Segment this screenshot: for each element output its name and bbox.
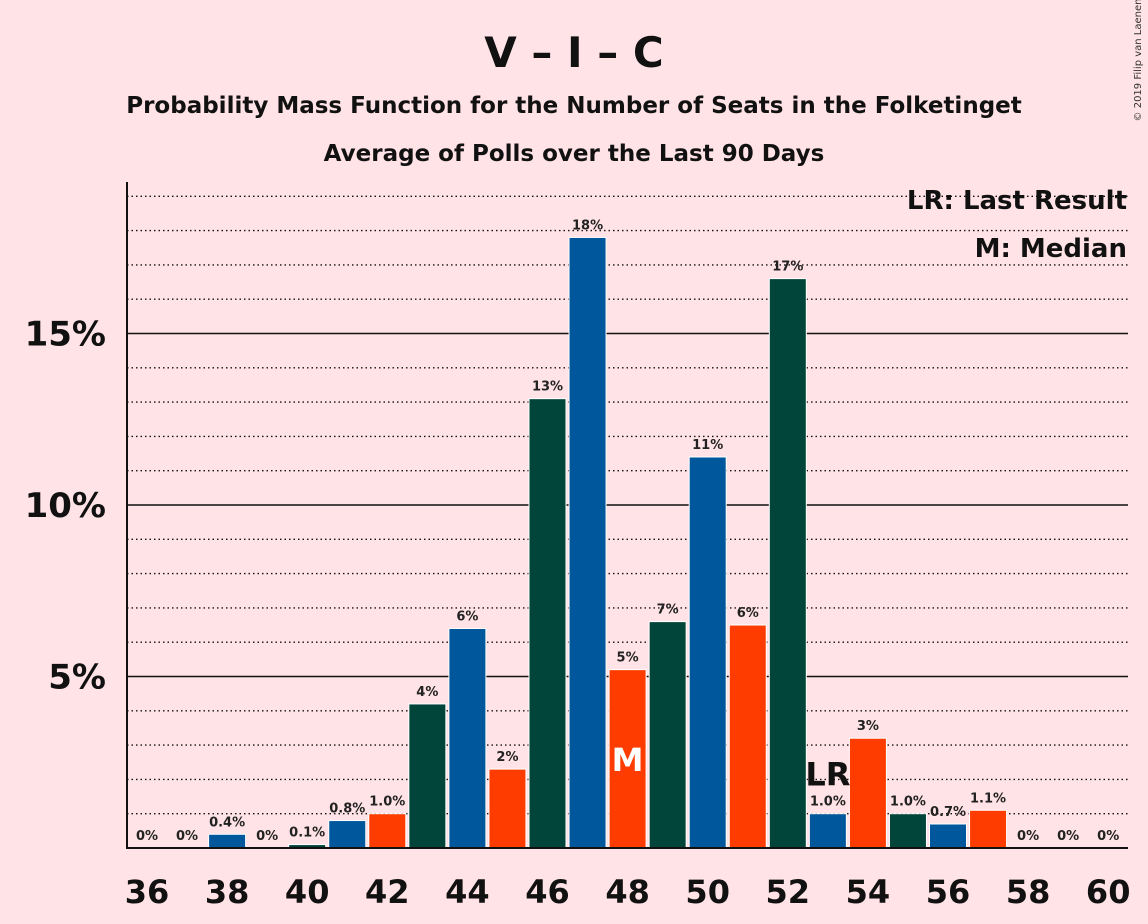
bar-value-label: 11%: [692, 438, 723, 453]
bar-value-label: 6%: [737, 606, 759, 621]
bar: [648, 621, 687, 849]
bar: [608, 669, 647, 849]
markers: M LR: [612, 741, 851, 794]
bar-value-label: 0%: [256, 829, 278, 844]
bar: [688, 456, 727, 849]
x-tick-label: 46: [525, 873, 570, 911]
bar: [848, 737, 887, 849]
bar: [568, 236, 607, 849]
y-tick-label: 15%: [25, 315, 106, 355]
bar: [768, 278, 807, 849]
bars: [208, 236, 1008, 849]
x-tick-label: 50: [685, 873, 730, 911]
last-result-marker: LR: [805, 756, 850, 794]
x-tick-label: 38: [205, 873, 250, 911]
chart-subtitle: Probability Mass Function for the Number…: [126, 93, 1022, 119]
bar-value-label: 0.1%: [289, 826, 325, 841]
bar-value-label: 13%: [532, 380, 563, 395]
bar: [728, 624, 767, 849]
y-tick-label: 10%: [25, 486, 106, 526]
axes: [126, 182, 1128, 849]
x-tick-label: 56: [926, 873, 971, 911]
y-tick-labels: 5% 10% 15%: [25, 315, 106, 698]
chart-title: V – I – C: [484, 28, 663, 77]
legend-last-result: LR: Last Result: [907, 186, 1127, 216]
bar: [208, 833, 247, 849]
bar-value-label: 1.0%: [369, 795, 405, 810]
bar-value-label: 3%: [857, 719, 879, 734]
bar-value-label: 17%: [772, 260, 803, 275]
x-tick-label: 58: [1006, 873, 1051, 911]
x-tick-label: 42: [365, 873, 410, 911]
x-tick-label: 36: [125, 873, 170, 911]
bar-value-label: 5%: [617, 651, 639, 666]
bar-value-label: 0.7%: [930, 805, 966, 820]
chart-subtitle-2: Average of Polls over the Last 90 Days: [324, 141, 825, 167]
x-tick-label: 48: [605, 873, 650, 911]
bar-value-label: 1.0%: [810, 795, 846, 810]
bar-value-label: 0%: [1017, 829, 1039, 844]
bar: [969, 809, 1008, 849]
bar: [328, 820, 367, 849]
bar-value-label: 4%: [416, 685, 438, 700]
bar: [488, 768, 527, 849]
x-tick-label: 54: [846, 873, 891, 911]
bar: [408, 703, 447, 849]
bar-value-label: 18%: [572, 218, 603, 233]
bar-value-label: 0%: [136, 829, 158, 844]
bar: [528, 398, 567, 849]
legend-median: M: Median: [975, 234, 1127, 264]
bar-value-label: 1.1%: [970, 791, 1006, 806]
x-tick-labels: 36 38 40 42 44 46 48 50 52 54 56 58 60: [125, 873, 1131, 911]
x-tick-label: 40: [285, 873, 330, 911]
bar-value-label: 0.8%: [329, 802, 365, 817]
x-tick-label: 60: [1086, 873, 1131, 911]
y-tick-label: 5%: [48, 658, 106, 698]
bar: [888, 813, 927, 849]
bar-value-label: 0.4%: [209, 815, 245, 830]
bar-value-label: 6%: [456, 609, 478, 624]
bar: [808, 813, 847, 849]
bar-value-label: 7%: [657, 603, 679, 618]
bar: [929, 823, 967, 849]
bar-value-label: 1.0%: [890, 795, 926, 810]
copyright-note: © 2019 Filip van Laenen: [1133, 0, 1144, 121]
median-marker: M: [612, 741, 644, 779]
bar-value-label: 2%: [496, 750, 518, 765]
x-tick-label: 52: [766, 873, 811, 911]
bar: [368, 813, 407, 849]
bar-value-label: 0%: [176, 829, 198, 844]
bar-labels: 0% 0% 0.4% 0% 0.1% 0.8% 1.0% 4% 6% 2% 13% 18% 5% 7% 11…: [136, 218, 1119, 844]
x-tick-label: 44: [445, 873, 490, 911]
bar-value-label: 0%: [1057, 829, 1079, 844]
bar: [448, 627, 487, 849]
bar-value-label: 0%: [1097, 829, 1119, 844]
gridlines: [127, 195, 1128, 815]
